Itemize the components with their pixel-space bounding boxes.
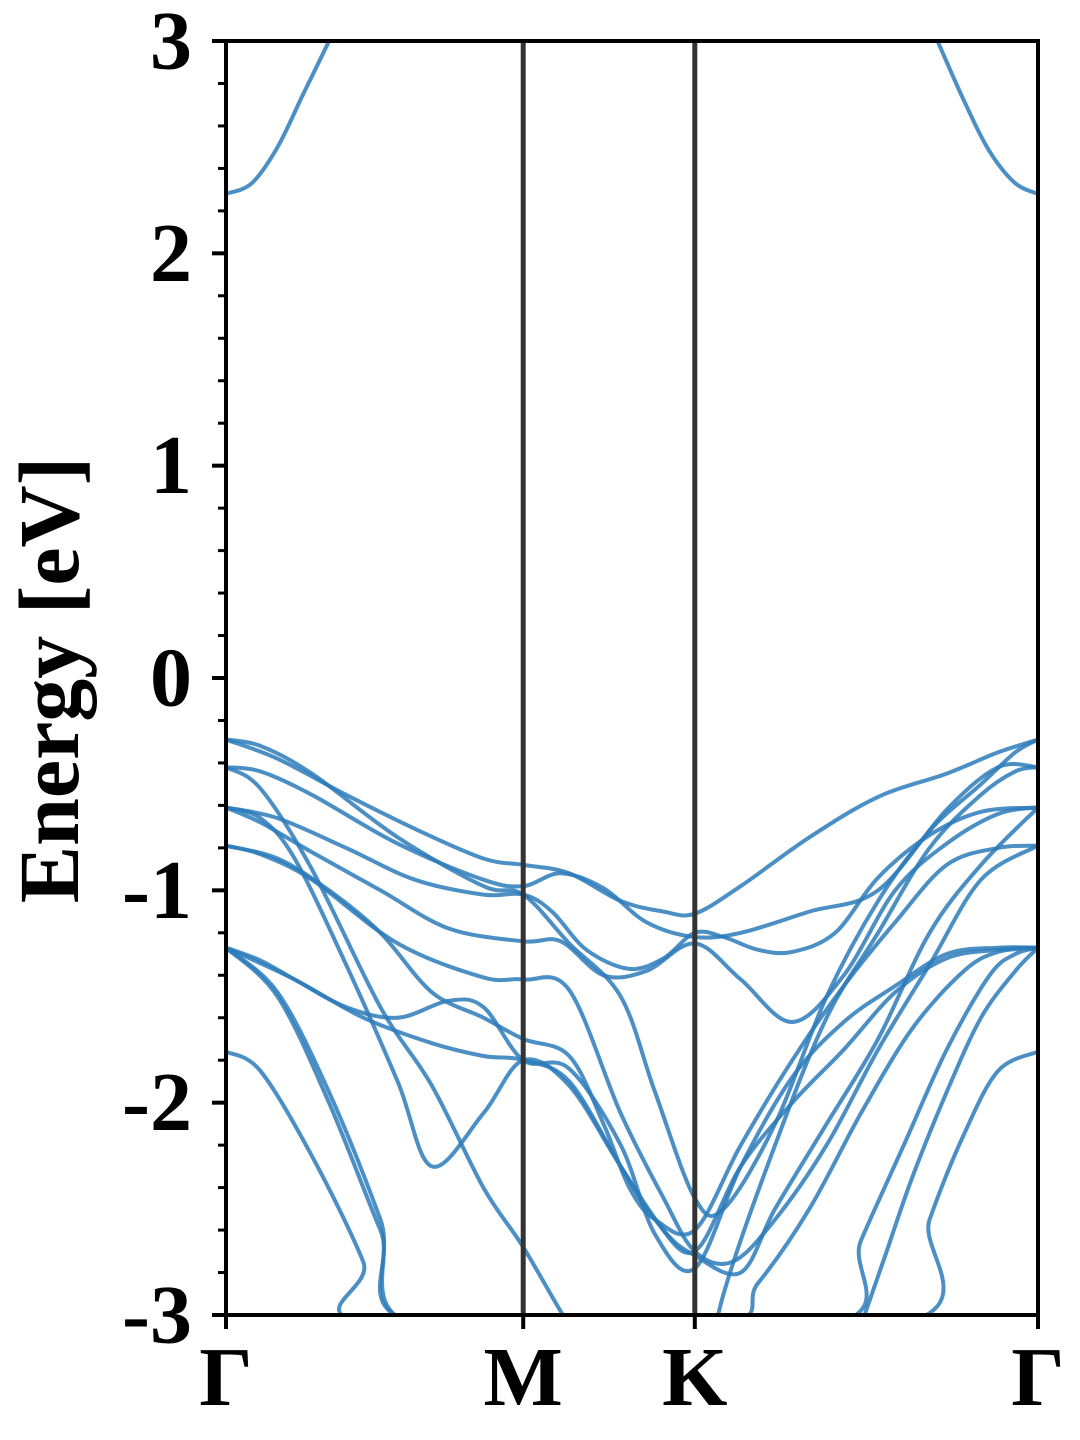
y-tick-label: 3 (150, 0, 192, 88)
y-tick-label: 1 (150, 419, 192, 512)
band-line-9 (226, 945, 1038, 1255)
band-line-12 (226, 737, 1038, 1219)
high-symmetry-dividers (520, 41, 698, 1315)
x-tick-label: Γ (199, 1331, 252, 1424)
y-tick-label: 0 (150, 632, 192, 725)
band-line-2 (935, 41, 1038, 196)
band-line-6 (226, 805, 1038, 1025)
band-line-11 (226, 843, 1038, 1266)
band-line-13 (226, 765, 1038, 1315)
band-line-4 (226, 762, 1038, 940)
y-axis-ticks: -3 -2 -1 0 1 2 3 (122, 0, 226, 1362)
x-tick-label: K (662, 1331, 727, 1424)
x-tick-label: Γ (1011, 1331, 1064, 1424)
band-line-1 (226, 41, 332, 196)
band-line-16 (226, 1049, 1038, 1315)
y-axis-label: Energy [eV] (1, 457, 97, 904)
band-line-17 (862, 945, 1038, 1315)
band-line-10 (226, 805, 1038, 1277)
band-line-3 (226, 737, 1038, 918)
band-line-15 (226, 945, 1038, 1315)
y-tick-label: 2 (150, 207, 192, 300)
y-tick-label: -2 (122, 1056, 192, 1149)
band-line-14 (226, 945, 1038, 1315)
x-tick-label: M (484, 1331, 563, 1424)
y-tick-label: -1 (122, 844, 192, 937)
band-line-8 (226, 945, 1038, 1273)
y-tick-label: -3 (122, 1269, 192, 1362)
plot-frame (224, 39, 1040, 1317)
bands-layer (226, 41, 1038, 1315)
